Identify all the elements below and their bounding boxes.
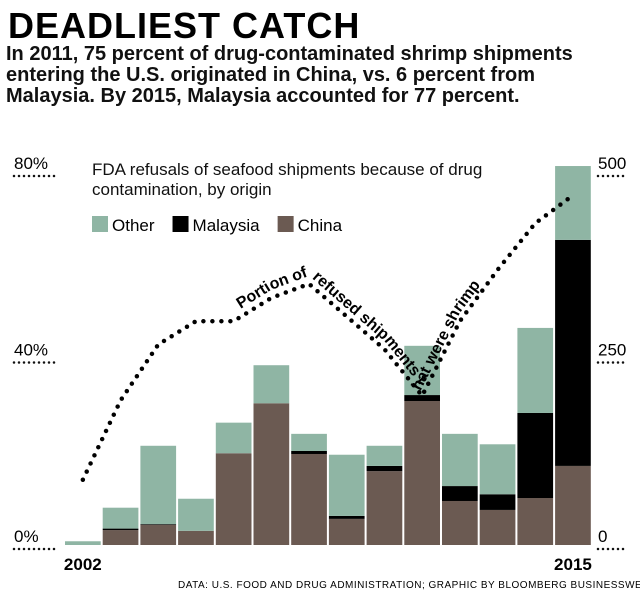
bar-segment xyxy=(442,486,478,501)
bar-segment xyxy=(366,465,403,472)
legend-label: Other xyxy=(112,216,155,235)
bar-segment xyxy=(479,444,516,495)
bar-segment xyxy=(140,445,177,525)
y2-tick-label: 500 xyxy=(598,154,626,173)
bar-segment xyxy=(291,453,327,545)
x-tick-label: 2015 xyxy=(554,555,592,574)
bar-segment xyxy=(215,453,252,545)
bar-segment xyxy=(178,498,214,531)
bar-segment xyxy=(479,494,516,510)
y-tick-label: 40% xyxy=(14,341,48,360)
bar-segment xyxy=(102,528,139,531)
source: DATA: U.S. FOOD AND DRUG ADMINISTRATION;… xyxy=(178,580,640,591)
subtitle: In 2011, 75 percent of drug-contaminated… xyxy=(6,44,573,107)
y2-tick-label: 250 xyxy=(598,341,626,360)
bar-segment xyxy=(404,345,440,396)
bar-segment xyxy=(328,518,365,545)
bar-segment xyxy=(328,454,365,516)
bar-segment xyxy=(517,412,554,499)
bar-segment xyxy=(178,530,214,545)
bar-segment xyxy=(517,498,554,545)
legend-label: China xyxy=(298,216,343,235)
bar-segment xyxy=(366,445,403,466)
chart-subtitle: FDA refusals of seafood shipments becaus… xyxy=(92,160,483,199)
bar-segment xyxy=(291,451,327,454)
legend-swatch xyxy=(277,216,294,232)
y-tick-label: 80% xyxy=(14,154,48,173)
chart-title: DEADLIEST CATCH xyxy=(8,5,360,46)
bar-segment xyxy=(479,509,516,545)
bar-segment xyxy=(404,401,440,545)
legend-swatch xyxy=(172,216,189,232)
bar-segment xyxy=(140,524,177,525)
bar-segment xyxy=(291,433,327,452)
bar-segment xyxy=(555,465,591,545)
bar-segment xyxy=(517,327,554,413)
legend-swatch xyxy=(92,216,108,232)
bar-segment xyxy=(442,433,478,487)
bar-segment xyxy=(140,524,177,545)
bar-segment xyxy=(366,471,403,545)
legend-label: Malaysia xyxy=(193,216,261,235)
bar-segment xyxy=(253,403,290,545)
y-tick-label: 0% xyxy=(14,527,39,546)
bar-segment xyxy=(555,239,591,466)
bar-segment xyxy=(102,530,139,545)
y2-tick-label: 0 xyxy=(598,527,607,546)
bar-segment xyxy=(215,422,252,454)
bar-segment xyxy=(442,500,478,545)
line xyxy=(80,193,576,482)
subtitle-box: In 2011, 75 percent of drug-contaminated… xyxy=(6,44,573,107)
bar-segment xyxy=(253,365,290,404)
bar-segment xyxy=(65,541,101,545)
bar-segment xyxy=(404,395,440,402)
bar-segment xyxy=(102,507,139,529)
chart-subtitle-box: FDA refusals of seafood shipments becaus… xyxy=(92,160,483,199)
bar-segment xyxy=(328,515,365,519)
x-tick-label: 2002 xyxy=(64,555,102,574)
